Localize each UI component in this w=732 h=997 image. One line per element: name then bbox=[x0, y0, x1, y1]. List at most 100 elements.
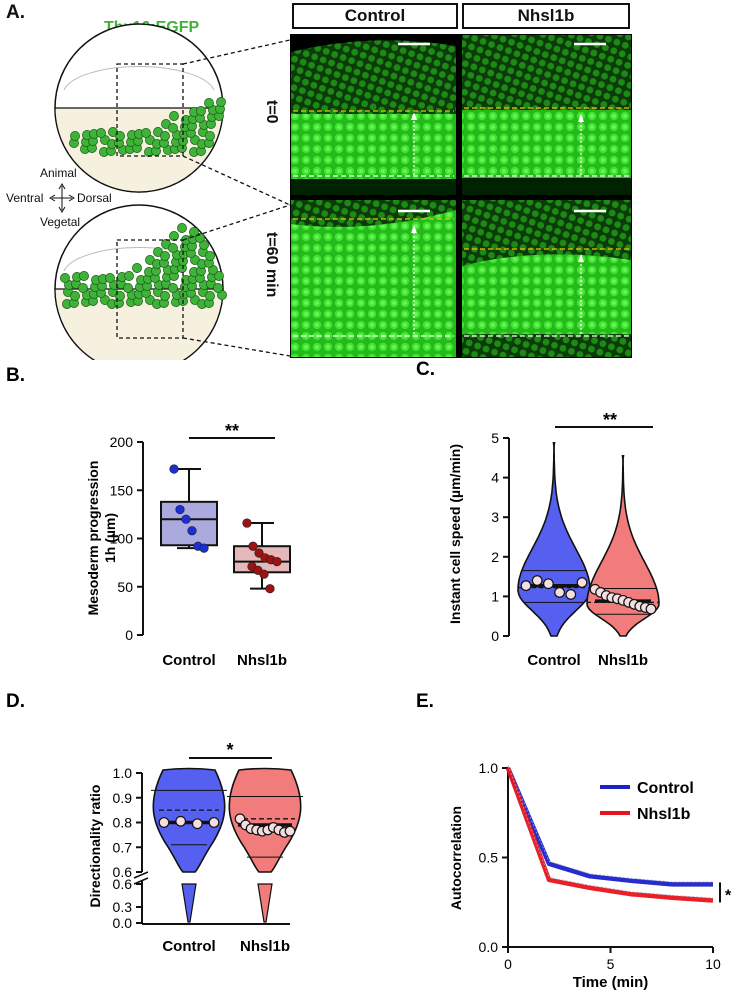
d-point bbox=[208, 817, 220, 828]
b-y-tick-label: 0 bbox=[125, 627, 133, 643]
c-point bbox=[554, 587, 565, 598]
d-y-upper-tick-label: 0.9 bbox=[113, 790, 133, 806]
mesoderm-cell bbox=[123, 283, 133, 293]
c-point bbox=[520, 580, 532, 592]
mesoderm-cell bbox=[132, 263, 142, 273]
e-x-tick-label: 10 bbox=[705, 956, 721, 972]
e-legend-label: Control bbox=[637, 780, 694, 797]
c-point bbox=[645, 603, 657, 615]
b-point bbox=[242, 518, 252, 528]
mesoderm-cell bbox=[115, 131, 125, 141]
c-y-tick-label: 1 bbox=[491, 588, 499, 604]
b-point bbox=[175, 504, 185, 515]
b-point bbox=[248, 541, 258, 551]
e-x-tick-label: 5 bbox=[607, 956, 615, 972]
header-nhsl1b: Nhsl1b bbox=[462, 3, 630, 29]
mesoderm-cell bbox=[205, 131, 215, 141]
c-point bbox=[531, 575, 543, 586]
yolk-bottom bbox=[54, 288, 224, 360]
panel-b-letter: B. bbox=[6, 365, 25, 386]
c-ylabel-line: Instant cell speed (µm/min) bbox=[447, 444, 463, 624]
image-nhsl1b-t0 bbox=[462, 35, 631, 195]
b-point bbox=[181, 514, 191, 524]
mesoderm-cell bbox=[205, 251, 215, 261]
image-nhsl1b-t60 bbox=[462, 200, 631, 357]
c-point bbox=[565, 589, 577, 600]
mesoderm-cell bbox=[70, 131, 80, 141]
e-ylabel-line: Autocorrelation bbox=[448, 806, 464, 910]
mesoderm-cell bbox=[141, 128, 151, 138]
mesoderm-cell bbox=[115, 291, 125, 301]
e-legend-label: Nhsl1b bbox=[637, 806, 691, 823]
d-y-lower-tick-label: 0.0 bbox=[113, 915, 133, 931]
header-control: Control bbox=[292, 3, 458, 29]
mesoderm-cell bbox=[205, 291, 215, 301]
b-y-tick-label: 200 bbox=[110, 434, 134, 450]
d-ylabel: Directionality ratio bbox=[87, 785, 103, 908]
mesoderm-cell bbox=[160, 291, 170, 301]
mesoderm-cell bbox=[168, 243, 178, 253]
axis-ventral: Ventral bbox=[6, 191, 44, 205]
c-point bbox=[576, 577, 588, 588]
chart-e: E. 0.0 0.5 1.0 0 5 10 Autocorrelation Time (min)… bbox=[416, 691, 732, 991]
mesoderm-cell bbox=[168, 123, 178, 133]
mesoderm-cell bbox=[105, 273, 115, 283]
d-axis-break bbox=[133, 871, 149, 885]
mesoderm-cells-bottom bbox=[60, 223, 227, 309]
b-point bbox=[254, 548, 264, 558]
mesoderm-cell bbox=[214, 271, 224, 281]
chart-c: C. 0 1 2 3 4 5 Instant cell speed (µm/min) Contr… bbox=[416, 359, 660, 669]
mesoderm-cell bbox=[196, 106, 206, 116]
mesoderm-cell bbox=[160, 131, 170, 141]
d-y-upper-tick-label: 0.7 bbox=[113, 839, 133, 855]
chart-b: B. 0 50 100 150 200 Mesoderm progression1h (µm… bbox=[6, 365, 291, 669]
b-y-tick-label: 100 bbox=[110, 531, 134, 547]
mesoderm-cell bbox=[78, 283, 88, 293]
e-series-line bbox=[505, 767, 714, 903]
c-y-tick-label: 3 bbox=[491, 509, 499, 525]
b-category: Control bbox=[162, 652, 215, 669]
c-violin bbox=[517, 442, 591, 637]
d-significance: * bbox=[226, 740, 233, 760]
e-x-tick-label: 0 bbox=[504, 956, 512, 972]
d-y-upper-tick-label: 0.6 bbox=[113, 864, 133, 880]
mesoderm-cells-top bbox=[69, 97, 226, 157]
mesoderm-cell bbox=[70, 291, 80, 301]
c-y-tick-label: 4 bbox=[491, 470, 499, 486]
d-point bbox=[191, 818, 203, 830]
mesoderm-cell bbox=[216, 97, 226, 107]
d-violin-upper bbox=[228, 767, 302, 873]
d-category: Control bbox=[162, 938, 215, 955]
roi-box-bottom bbox=[116, 239, 184, 339]
b-ylabel-line: 1h (µm) bbox=[102, 513, 118, 563]
e-y-tick-label: 0.0 bbox=[479, 939, 499, 955]
b-point bbox=[265, 584, 275, 594]
panel-c-letter: C. bbox=[416, 359, 435, 380]
mesoderm-cell bbox=[168, 283, 178, 293]
mesoderm-cell bbox=[124, 271, 134, 281]
d-y-lower-tick-label: 0.6 bbox=[113, 876, 133, 892]
c-y-tick-label: 0 bbox=[491, 628, 499, 644]
b-box bbox=[160, 500, 218, 547]
c-y-tick-label: 2 bbox=[491, 549, 499, 565]
b-ylabel-line: Mesoderm progression bbox=[85, 461, 101, 616]
b-point bbox=[169, 464, 179, 474]
c-ylabel: Instant cell speed (µm/min) bbox=[447, 444, 463, 624]
b-ylabel: Mesoderm progression1h (µm) bbox=[85, 461, 118, 616]
mesoderm-cell bbox=[96, 128, 106, 138]
microscopy-grid bbox=[290, 34, 632, 358]
panel-a-letter: A. bbox=[6, 2, 25, 23]
d-ylabel-line: Directionality ratio bbox=[87, 785, 103, 908]
d-point bbox=[284, 825, 296, 837]
d-point bbox=[158, 817, 170, 828]
mesoderm-cell bbox=[213, 283, 223, 293]
panel-e-letter: E. bbox=[416, 691, 434, 712]
b-point bbox=[199, 543, 209, 553]
e-y-tick-label: 1.0 bbox=[479, 760, 499, 776]
image-control-t0 bbox=[291, 35, 456, 195]
d-category: Nhsl1b bbox=[240, 938, 290, 955]
b-y-tick-label: 50 bbox=[117, 579, 133, 595]
d-point bbox=[175, 815, 187, 827]
d-y-upper-tick-label: 0.8 bbox=[113, 815, 133, 831]
mesoderm-cell bbox=[160, 251, 170, 261]
